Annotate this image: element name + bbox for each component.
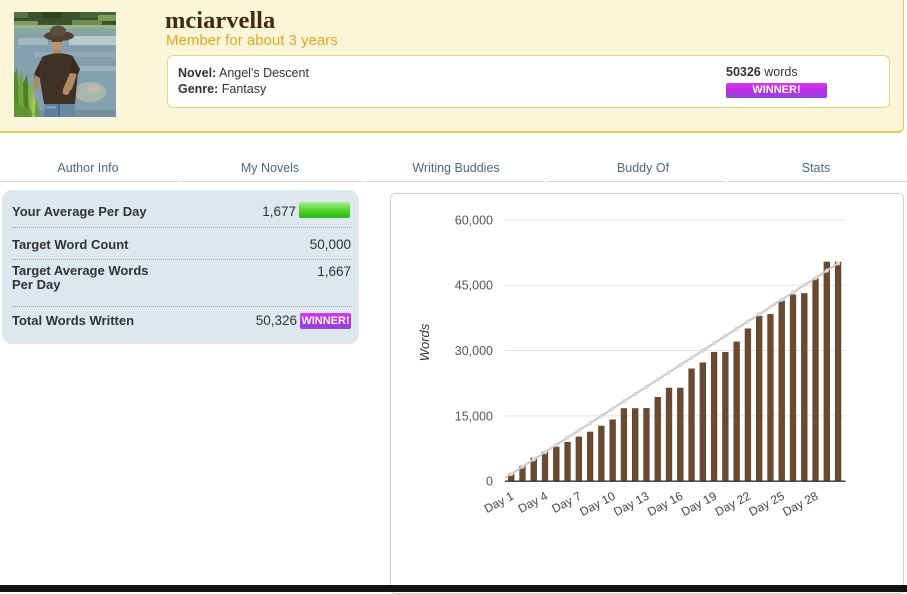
svg-text:Day 1: Day 1 [482,489,517,516]
svg-text:Day 25: Day 25 [746,489,786,519]
svg-text:30,000: 30,000 [455,344,493,358]
svg-text:Day 19: Day 19 [679,489,719,519]
svg-text:Day 22: Day 22 [713,489,753,519]
svg-text:60,000: 60,000 [455,213,493,227]
svg-text:Day 13: Day 13 [611,489,651,519]
svg-text:Day 16: Day 16 [645,489,685,519]
svg-text:15,000: 15,000 [455,409,493,423]
svg-text:Day 10: Day 10 [577,489,617,519]
svg-text:Day 28: Day 28 [780,489,820,519]
svg-text:0: 0 [486,475,493,489]
svg-text:45,000: 45,000 [455,279,493,293]
svg-text:Words: Words [417,323,432,361]
svg-text:Day 7: Day 7 [549,489,584,516]
svg-text:Day 4: Day 4 [516,489,551,516]
